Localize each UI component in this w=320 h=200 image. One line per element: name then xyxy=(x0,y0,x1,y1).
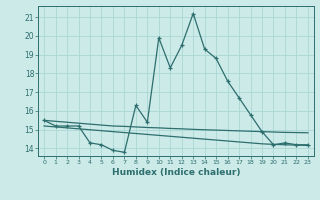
X-axis label: Humidex (Indice chaleur): Humidex (Indice chaleur) xyxy=(112,168,240,177)
